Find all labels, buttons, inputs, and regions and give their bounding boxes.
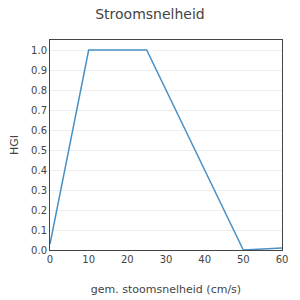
svg-text:0.7: 0.7 xyxy=(31,105,47,116)
svg-text:0.8: 0.8 xyxy=(31,85,47,96)
svg-text:0: 0 xyxy=(47,254,53,265)
svg-text:HGI: HGI xyxy=(8,135,21,155)
svg-text:1.0: 1.0 xyxy=(31,45,47,56)
svg-text:0.1: 0.1 xyxy=(31,225,47,236)
svg-text:30: 30 xyxy=(160,254,173,265)
svg-text:20: 20 xyxy=(121,254,134,265)
svg-text:0.5: 0.5 xyxy=(31,145,47,156)
svg-text:0.4: 0.4 xyxy=(31,165,47,176)
svg-text:60: 60 xyxy=(276,254,289,265)
svg-text:10: 10 xyxy=(82,254,95,265)
svg-text:50: 50 xyxy=(237,254,250,265)
svg-text:0.6: 0.6 xyxy=(31,125,47,136)
svg-text:0.9: 0.9 xyxy=(31,65,47,76)
svg-text:gem. stoomsnelheid (cm/s): gem. stoomsnelheid (cm/s) xyxy=(91,283,241,296)
svg-text:0.0: 0.0 xyxy=(31,245,47,256)
svg-text:0.2: 0.2 xyxy=(31,205,47,216)
svg-text:Stroomsnelheid: Stroomsnelheid xyxy=(95,6,205,22)
svg-text:0.3: 0.3 xyxy=(31,185,47,196)
svg-text:40: 40 xyxy=(198,254,211,265)
